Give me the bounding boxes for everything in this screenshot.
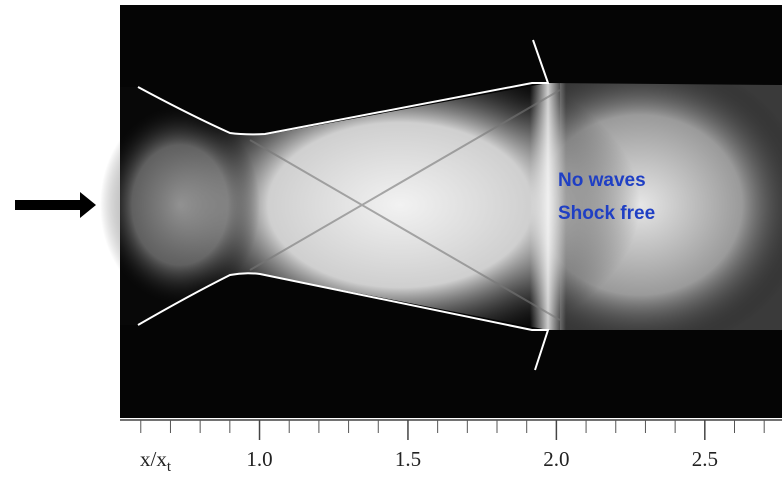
tick-label: 1.5 (395, 447, 421, 471)
annotation: Shock free (558, 203, 655, 224)
tick-label: 2.0 (543, 447, 569, 471)
axis-label-sub: t (167, 459, 172, 475)
nozzle-upper-contour (137, 39, 550, 136)
upper-wall (120, 5, 782, 135)
tick-label: 2.5 (692, 447, 718, 471)
inlet-glow (100, 105, 260, 305)
lower-wall (120, 273, 782, 418)
tick-label: 1.0 (246, 447, 272, 471)
light-band (530, 40, 566, 370)
nozzle-lower-contour (137, 272, 550, 371)
flow-arrow (15, 192, 96, 218)
axis-label: x/xt (140, 447, 172, 475)
axis-label-main: x/x (140, 447, 167, 471)
wave-lines (249, 89, 561, 321)
annotation: No waves (558, 170, 646, 191)
